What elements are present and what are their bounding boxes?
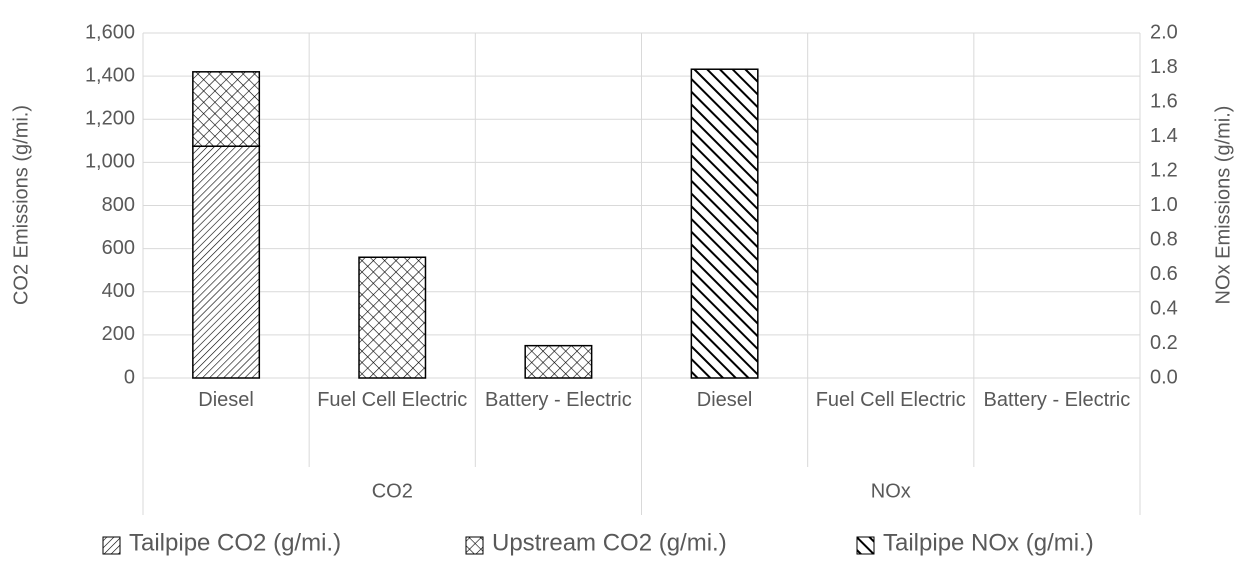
bar: [690, 68, 759, 379]
legend-label: Upstream CO2 (g/mi.): [492, 529, 727, 556]
y-tick-label: 600: [102, 237, 135, 259]
y2-tick-label: 1.6: [1150, 90, 1178, 112]
y2-tick-label: 2.0: [1150, 21, 1178, 43]
x-tick-label: Battery - Electric: [485, 389, 632, 411]
legend-swatch: [856, 536, 875, 555]
y2-tick-label: 0.0: [1150, 366, 1178, 388]
x-tick-label-box: Battery - Electric: [983, 389, 1131, 411]
bar: [192, 71, 261, 147]
y-tick-label: 400: [102, 280, 135, 302]
x-tick-label-box: Diesel: [198, 389, 254, 411]
x-tick-label: Battery - Electric: [983, 389, 1131, 411]
y2-tick-label: 0.4: [1150, 297, 1178, 319]
y-tick-label: 1,400: [85, 64, 135, 86]
group-label: NOx: [871, 480, 911, 502]
x-tick-label-box: Battery - Electric: [485, 389, 632, 411]
x-tick-label-box: Fuel Cell Electric: [317, 389, 468, 411]
y-tick-label: 0: [124, 366, 135, 388]
x-tick-label: Diesel: [198, 389, 254, 411]
legend-label: Tailpipe CO2 (g/mi.): [129, 529, 341, 556]
y2-tick-label: 1.4: [1150, 125, 1178, 147]
y2-tick-label: 0.6: [1150, 263, 1178, 285]
bar: [358, 256, 427, 379]
legend-swatch: [102, 536, 121, 555]
y-tick-label: 1,000: [85, 151, 135, 173]
x-tick-label: Fuel Cell Electric: [815, 389, 966, 411]
legend-label: Tailpipe NOx (g/mi.): [883, 529, 1094, 556]
y2-tick-label: 1.2: [1150, 159, 1178, 181]
x-tick-label: Diesel: [696, 389, 753, 411]
y-tick-label: 1,200: [85, 108, 135, 130]
y-tick-label: 1,600: [85, 21, 135, 43]
y2-axis-label: NOx Emissions (g/mi.): [1212, 106, 1234, 305]
y2-tick-label: 0.8: [1150, 228, 1178, 250]
legend-swatch: [465, 536, 484, 555]
x-tick-label-box: Diesel: [696, 389, 753, 411]
bar: [192, 145, 261, 379]
y2-tick-label: 1.8: [1150, 56, 1178, 78]
y-axis-label: CO2 Emissions (g/mi.): [10, 105, 32, 305]
y-tick-label: 200: [102, 323, 135, 345]
x-tick-label: Fuel Cell Electric: [317, 389, 468, 411]
group-label: CO2: [372, 480, 413, 502]
x-tick-label-box: Fuel Cell Electric: [815, 389, 966, 411]
bar: [524, 344, 593, 379]
y-tick-label: 800: [102, 194, 135, 216]
y2-tick-label: 0.2: [1150, 332, 1178, 354]
y2-tick-label: 1.0: [1150, 194, 1178, 216]
